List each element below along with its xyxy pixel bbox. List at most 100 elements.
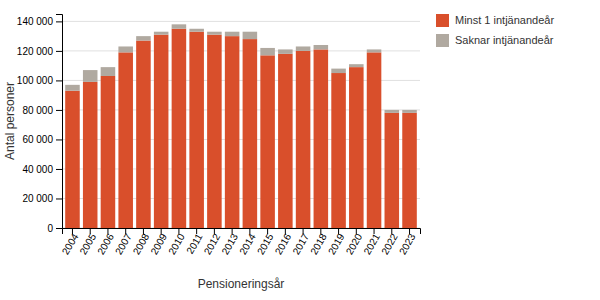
legend: Minst 1 intjänandeårSaknar intjänandeår bbox=[436, 14, 554, 47]
x-tick: 2010 bbox=[166, 228, 187, 256]
x-tick: 2015 bbox=[255, 228, 276, 256]
bar bbox=[189, 32, 204, 228]
grid-line bbox=[62, 198, 420, 199]
y-tick-mark bbox=[56, 51, 62, 52]
bar bbox=[367, 52, 382, 228]
x-tick: 2016 bbox=[273, 228, 294, 256]
y-tick: 120 000 bbox=[17, 46, 62, 57]
legend-label: Minst 1 intjänandeår bbox=[455, 14, 554, 26]
bar bbox=[154, 35, 169, 228]
bar bbox=[314, 45, 329, 49]
bar bbox=[136, 36, 151, 40]
bar bbox=[331, 73, 346, 228]
x-tick: 2004 bbox=[60, 228, 81, 256]
y-tick-mark bbox=[56, 110, 62, 111]
x-tick: 2007 bbox=[113, 228, 134, 256]
bar bbox=[349, 64, 364, 67]
x-tick-label: 2007 bbox=[113, 231, 134, 256]
bar bbox=[278, 49, 293, 53]
grid-line bbox=[62, 50, 420, 51]
y-tick-mark bbox=[56, 228, 62, 229]
x-tick-label: 2010 bbox=[166, 231, 187, 256]
bar bbox=[154, 32, 169, 35]
bar bbox=[207, 32, 222, 35]
x-tick: 2008 bbox=[131, 228, 152, 256]
y-tick: 140 000 bbox=[17, 16, 62, 27]
bar bbox=[225, 32, 240, 36]
y-tick-mark bbox=[56, 80, 62, 81]
bar-series bbox=[65, 29, 417, 228]
x-tick: 2022 bbox=[379, 228, 400, 256]
y-tick-label: 60 000 bbox=[22, 134, 53, 145]
bar bbox=[349, 67, 364, 228]
x-tick-label: 2022 bbox=[379, 231, 400, 256]
plot: 020 00040 00060 00080 000100 000120 0001… bbox=[3, 14, 554, 291]
x-tick-label: 2015 bbox=[255, 231, 276, 256]
bar bbox=[278, 54, 293, 228]
legend-swatch bbox=[436, 34, 449, 47]
y-tick-label: 140 000 bbox=[17, 16, 54, 27]
y-tick-mark bbox=[56, 139, 62, 140]
grid-line bbox=[62, 109, 420, 110]
x-tick: 2009 bbox=[148, 228, 169, 256]
x-tick-label: 2019 bbox=[326, 231, 347, 256]
y-tick: 40 000 bbox=[22, 164, 62, 175]
y-axis-line bbox=[56, 15, 63, 229]
bar bbox=[243, 39, 258, 228]
bar bbox=[314, 49, 329, 228]
x-tick-label: 2005 bbox=[78, 231, 99, 256]
bars bbox=[65, 24, 417, 228]
y-tick-mark bbox=[56, 21, 62, 22]
bar bbox=[260, 55, 275, 228]
bar bbox=[296, 46, 311, 50]
grid bbox=[62, 21, 420, 228]
x-tick: 2014 bbox=[237, 228, 258, 256]
bar bbox=[172, 29, 187, 228]
chart: 020 00040 00060 00080 000100 000120 0001… bbox=[0, 0, 600, 300]
legend-swatch bbox=[436, 14, 449, 27]
x-tick: 2012 bbox=[202, 228, 223, 256]
x-tick-label: 2017 bbox=[290, 231, 311, 256]
x-tick-label: 2023 bbox=[397, 231, 418, 256]
bar-series bbox=[65, 24, 417, 113]
x-tick: 2021 bbox=[361, 228, 382, 256]
grid-line bbox=[62, 168, 420, 169]
x-tick: 2023 bbox=[397, 228, 418, 256]
bar bbox=[172, 24, 187, 28]
y-tick-label: 80 000 bbox=[22, 105, 53, 116]
grid-line bbox=[62, 21, 420, 22]
y-axis-title: Antal personer bbox=[3, 82, 17, 160]
y-tick: 80 000 bbox=[22, 105, 62, 116]
x-tick-label: 2014 bbox=[237, 231, 258, 256]
x-tick-label: 2008 bbox=[131, 231, 152, 256]
x-tick-label: 2011 bbox=[184, 231, 204, 256]
x-tick: 2005 bbox=[78, 228, 99, 256]
y-tick-label: 0 bbox=[47, 223, 53, 234]
bar bbox=[65, 85, 80, 91]
bar bbox=[101, 67, 116, 76]
bar bbox=[367, 49, 382, 52]
y-tick-label: 40 000 bbox=[22, 164, 53, 175]
bar bbox=[385, 110, 400, 113]
x-tick-label: 2012 bbox=[202, 231, 223, 256]
x-tick-label: 2006 bbox=[95, 231, 116, 256]
y-axis: 020 00040 00060 00080 000100 000120 0001… bbox=[17, 15, 63, 234]
bar bbox=[331, 69, 346, 73]
y-tick: 20 000 bbox=[22, 193, 62, 204]
x-tick-label: 2018 bbox=[308, 231, 329, 256]
bar bbox=[118, 52, 133, 228]
x-tick: 2017 bbox=[290, 228, 311, 256]
bar bbox=[260, 48, 275, 55]
bar bbox=[296, 51, 311, 228]
bar bbox=[136, 41, 151, 228]
x-tick: 2020 bbox=[344, 228, 365, 256]
legend-item: Minst 1 intjänandeår bbox=[436, 14, 554, 27]
x-tick-label: 2020 bbox=[344, 231, 365, 256]
x-tick: 2019 bbox=[326, 228, 347, 256]
x-tick-label: 2013 bbox=[219, 231, 240, 256]
x-tick: 2006 bbox=[95, 228, 116, 256]
bar bbox=[189, 29, 204, 32]
bar bbox=[385, 113, 400, 228]
bar bbox=[207, 35, 222, 228]
y-tick-label: 120 000 bbox=[17, 46, 54, 57]
